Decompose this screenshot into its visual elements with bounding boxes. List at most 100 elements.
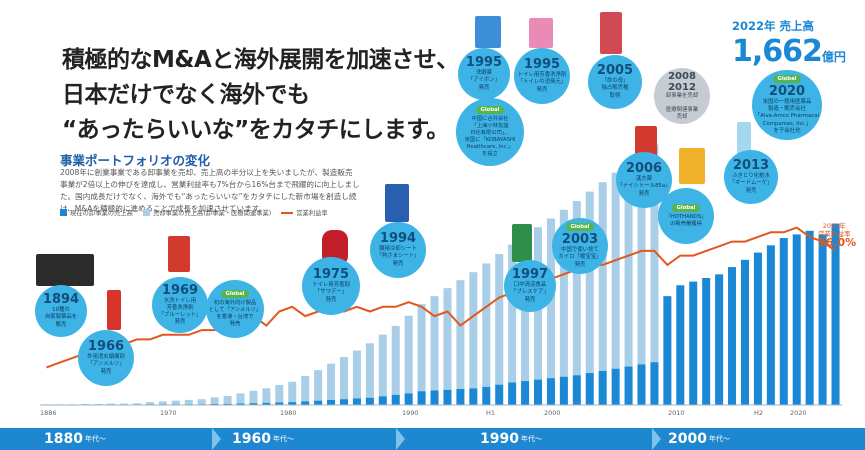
legend-label-divested: 売却事業の売上高(卸事業・医療関連事業): [152, 210, 272, 217]
medicine-packages-image: [36, 254, 94, 286]
bar-current-1970: [288, 402, 297, 405]
milestone-year: 1995: [465, 55, 503, 71]
bar-current-1976: [327, 399, 336, 405]
bluelet-package-image: [168, 236, 190, 272]
global-tag: Global: [475, 106, 505, 114]
bar-current-1968: [275, 402, 284, 405]
bar-divested-1940: [184, 399, 193, 405]
milestone-text: 10種の 自家製薬品を 販売: [44, 307, 78, 328]
milestone-text: 水洗トイレ用 芳香洗浄剤 「ブルーレット」 発売: [158, 297, 202, 326]
milestone-text: 口中清涼食品 「ブレスケア」 発売: [511, 282, 549, 303]
axis-tick: 1886: [40, 409, 57, 417]
bar-divested-1991: [430, 296, 439, 391]
global-tag: Global: [671, 204, 701, 212]
milestone-1894: 1894 10種の 自家製薬品を 販売: [35, 285, 87, 337]
bar-divested-1990: [417, 304, 426, 392]
bar-divested-1976: [327, 363, 336, 400]
bar-divested-1964: [249, 390, 258, 404]
bar-current-1988: [404, 393, 413, 405]
milestone-year: 1975: [312, 267, 350, 283]
milestone-year: 1969: [161, 282, 199, 298]
bar-current-1978: [339, 399, 348, 405]
bar-current-2018: [779, 238, 788, 405]
bar-current-2003: [585, 373, 594, 405]
bar-divested-1920: [133, 403, 142, 405]
bar-divested-1980: [352, 350, 361, 399]
milestone-year: 2008: [668, 70, 696, 82]
inochinohaha-package-image: [600, 12, 622, 54]
eaudemeuge-bottle-image: [737, 122, 751, 158]
era-label: 1990: [480, 431, 519, 447]
bar-current-1972: [301, 401, 310, 405]
bar-current-2006: [624, 366, 633, 405]
era-suffix: 年代〜: [272, 435, 294, 443]
milestone-1994: 1994 額用冷却シート 「熱さまシート」 発売: [370, 222, 426, 278]
bar-current-2013: [715, 274, 724, 405]
milestone-text: トイレ用芳香剤 「サワデー」 発売: [312, 282, 350, 303]
bar-divested-1968: [275, 385, 284, 403]
axis-tick: H2: [754, 409, 764, 417]
bar-current-2017: [766, 245, 775, 405]
bar-divested-1974: [314, 370, 323, 401]
bar-divested-2006: [624, 163, 633, 367]
bar-current-1955: [223, 403, 232, 405]
bar-divested-2007: [637, 153, 646, 365]
era-2000: 2000 年代〜: [668, 428, 730, 450]
bar-current-1996: [495, 384, 504, 405]
axis-tick: 1980: [280, 409, 297, 417]
bar-current-2008: [650, 362, 659, 405]
hothands-package-image: [679, 148, 705, 184]
bar-current-2016: [753, 252, 762, 405]
milestone-1969: 1969 水洗トイレ用 芳香洗浄剤 「ブルーレット」 発売: [152, 277, 208, 333]
axis-tick: H1: [486, 409, 496, 417]
bar-divested-1992: [443, 288, 452, 390]
axis-tick: 2020: [790, 409, 807, 417]
bar-current-2000: [546, 378, 555, 405]
bar-divested-1930: [158, 401, 167, 405]
body-paragraph: 2008年に創業事業である卸事業を売却、売上高の半分以上を失いましたが、製造販売…: [60, 168, 360, 213]
global-tag: Global: [772, 74, 802, 83]
milestone-2008-2012: 2008 2012 卸事業を売却 医療関連事業 売却: [654, 68, 710, 124]
eyebon-package-image: [475, 16, 501, 48]
milestone-1995-eyebon: 1995 洗眼薬 「アイボン」 発売: [458, 48, 510, 100]
milestone-text: 額用冷却シート 「熱さまシート」 発売: [376, 246, 420, 267]
era-chevron: [212, 428, 221, 450]
bar-divested-1993: [456, 280, 465, 390]
milestone-2020: Global 2020 米国の一般用医薬品 製造・販売会社 「Alva-Amco…: [752, 70, 822, 140]
revenue-unit: 億円: [821, 50, 846, 64]
margin-value: 16.0%: [818, 236, 857, 249]
bar-divested-1945: [197, 399, 206, 405]
bar-current-1984: [378, 396, 387, 405]
margin-line: [46, 226, 837, 369]
era-suffix: 年代〜: [84, 435, 106, 443]
bar-current-1950: [210, 403, 219, 405]
milestone-text: 洗眼薬 「アイボン」 発売: [467, 70, 501, 91]
bar-current-1998: [521, 381, 530, 405]
bar-divested-1988: [404, 315, 413, 394]
bar-divested-1910: [107, 403, 116, 405]
bar-current-1960: [236, 403, 245, 405]
era-label: 1960: [232, 431, 271, 447]
bar-divested-1995: [482, 263, 491, 387]
revenue-label: 2022年 売上高: [732, 19, 815, 33]
bar-current-2010: [676, 285, 685, 405]
global-tag: Global: [220, 290, 250, 298]
era-1880: 1880 年代〜: [44, 428, 106, 450]
bar-current-2015: [740, 259, 749, 405]
era-band: [0, 428, 865, 450]
milestone-year: 2006: [625, 161, 663, 177]
bar-divested-2004: [598, 182, 607, 371]
bar-current-1990: [417, 391, 426, 405]
legend-label-margin: 営業利益率: [296, 210, 328, 217]
milestone-1995-toilet: 1995 トイレ用芳香洗浄剤 「トイレの消臭元」 発売: [514, 48, 570, 104]
headline-line-2: 日本だけでなく海外でも: [62, 82, 310, 108]
milestone-global-anmeltz: Global 初の海外向け製品 として「アンメルツ」 を香港・台湾で 発売: [206, 280, 264, 338]
milestone-year: 1894: [42, 292, 80, 308]
bar-current-2019: [792, 234, 801, 405]
margin-label: 2022年 営業利益率: [818, 222, 851, 238]
bar-divested-2001: [559, 209, 568, 377]
milestone-year-2: 2012: [668, 81, 696, 93]
milestone-text: 「命の母」 独占販売権 取得: [601, 78, 629, 99]
bar-divested-1955: [223, 395, 232, 404]
